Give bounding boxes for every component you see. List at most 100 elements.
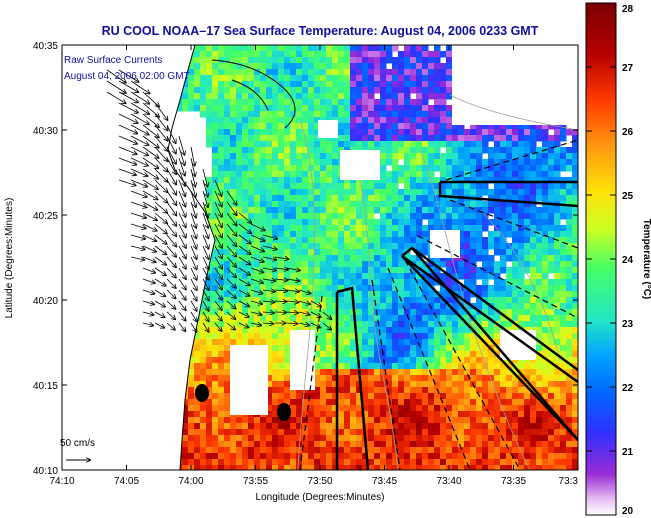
sst-cell xyxy=(302,183,309,190)
sst-cell xyxy=(236,429,243,436)
sst-cell xyxy=(302,273,309,280)
sst-cell xyxy=(326,345,333,352)
sst-cell xyxy=(362,75,369,82)
sst-cell xyxy=(356,327,363,334)
sst-cell xyxy=(350,63,357,70)
sst-cell xyxy=(386,195,393,202)
sst-cell xyxy=(392,273,399,280)
sst-cell xyxy=(452,441,459,448)
sst-cell xyxy=(326,351,333,358)
sst-cell xyxy=(482,327,489,334)
sst-cell xyxy=(224,183,231,190)
sst-cell xyxy=(494,303,501,310)
sst-cell xyxy=(500,453,507,460)
sst-cell xyxy=(266,51,273,58)
sst-cell xyxy=(554,285,561,292)
sst-cell xyxy=(494,363,501,370)
sst-cell xyxy=(332,189,339,196)
sst-cell xyxy=(242,141,249,148)
sst-cell xyxy=(338,243,345,250)
sst-cell xyxy=(368,249,375,256)
sst-cell xyxy=(314,441,321,448)
sst-cell xyxy=(182,447,189,454)
sst-cell xyxy=(272,345,279,352)
sst-cell xyxy=(524,423,531,430)
sst-cell xyxy=(236,441,243,448)
sst-cell xyxy=(260,111,267,118)
sst-cell xyxy=(380,261,387,268)
sst-cell xyxy=(266,237,273,244)
sst-cell xyxy=(284,327,291,334)
sst-cell xyxy=(458,321,465,328)
sst-cell xyxy=(362,291,369,298)
sst-cell xyxy=(314,189,321,196)
sst-cell xyxy=(398,273,405,280)
sst-cell xyxy=(554,153,561,160)
sst-cell xyxy=(374,177,381,184)
sst-cell xyxy=(440,381,447,388)
sst-cell xyxy=(470,177,477,184)
sst-cell xyxy=(380,339,387,346)
sst-cell xyxy=(326,207,333,214)
sst-cell xyxy=(218,195,225,202)
sst-cell xyxy=(368,393,375,400)
sst-cell xyxy=(530,129,537,136)
sst-cell xyxy=(266,231,273,238)
sst-cell xyxy=(446,207,453,214)
sst-cell xyxy=(374,225,381,232)
sst-cell xyxy=(284,183,291,190)
sst-cell xyxy=(344,267,351,274)
sst-cell xyxy=(572,207,578,214)
sst-cell xyxy=(338,333,345,340)
sst-cell xyxy=(416,285,423,292)
sst-cell xyxy=(254,237,261,244)
sst-cell xyxy=(560,309,567,316)
sst-cell xyxy=(416,387,423,394)
sst-cell xyxy=(248,93,255,100)
sst-cell xyxy=(218,387,225,394)
sst-cell xyxy=(206,75,213,82)
sst-cell xyxy=(206,69,213,76)
sst-cell xyxy=(230,315,237,322)
sst-cell xyxy=(230,111,237,118)
sst-cell xyxy=(548,453,555,460)
sst-cell xyxy=(362,327,369,334)
sst-cell xyxy=(332,399,339,406)
sst-cell xyxy=(296,417,303,424)
sst-cell xyxy=(446,159,453,166)
sst-cell xyxy=(434,57,441,64)
sst-cell xyxy=(224,213,231,220)
sst-cell xyxy=(536,129,543,136)
sst-cell xyxy=(230,81,237,88)
sst-cell xyxy=(554,381,561,388)
sst-cell xyxy=(380,309,387,316)
sst-cell xyxy=(416,327,423,334)
sst-cell xyxy=(284,303,291,310)
sst-cell xyxy=(548,321,555,328)
sst-cell xyxy=(212,327,219,334)
sst-cell xyxy=(398,195,405,202)
sst-cell xyxy=(362,333,369,340)
sst-cell xyxy=(272,141,279,148)
sst-cell xyxy=(362,339,369,346)
sst-cell xyxy=(320,57,327,64)
sst-cell xyxy=(374,375,381,382)
sst-cell xyxy=(272,255,279,262)
sst-cell xyxy=(434,153,441,160)
sst-cell xyxy=(380,147,387,154)
sst-cell xyxy=(332,279,339,286)
sst-cell xyxy=(224,411,231,418)
sst-cell xyxy=(476,201,483,208)
sst-cell xyxy=(344,453,351,460)
sst-cell xyxy=(416,291,423,298)
sst-cell xyxy=(482,219,489,226)
sst-cell xyxy=(440,435,447,442)
sst-cell xyxy=(308,87,315,94)
sst-cell xyxy=(368,267,375,274)
sst-cell xyxy=(260,285,267,292)
sst-cell xyxy=(542,417,549,424)
sst-cell xyxy=(290,171,297,178)
sst-cell xyxy=(266,339,273,346)
sst-cell xyxy=(182,453,189,460)
sst-cell xyxy=(254,123,261,130)
